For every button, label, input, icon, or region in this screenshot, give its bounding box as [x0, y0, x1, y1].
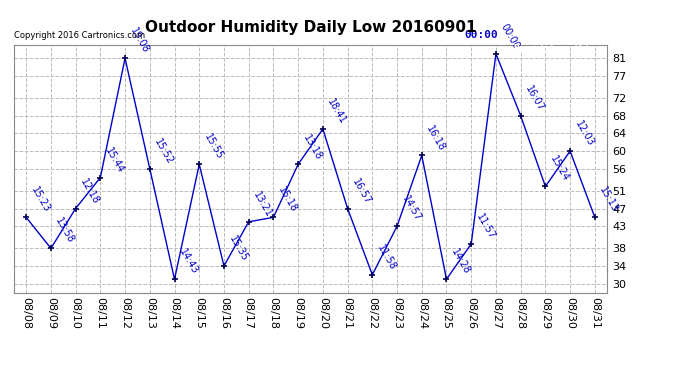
Text: Copyright 2016 Cartronics.com: Copyright 2016 Cartronics.com	[14, 31, 145, 40]
Text: 15:23: 15:23	[29, 185, 52, 214]
Text: 13:21: 13:21	[251, 190, 274, 219]
Text: 15:44: 15:44	[103, 146, 126, 175]
Text: 13:58: 13:58	[54, 216, 77, 246]
Text: 00:00: 00:00	[499, 22, 521, 51]
Text: 14:28: 14:28	[449, 248, 472, 276]
Text: 15:13: 15:13	[598, 186, 620, 214]
Text: 12:18: 12:18	[79, 177, 101, 206]
Text: 11:57: 11:57	[474, 212, 497, 241]
Text: 12:03: 12:03	[573, 119, 595, 148]
Text: 16:07: 16:07	[524, 84, 546, 113]
Text: 15:55: 15:55	[202, 132, 225, 162]
Text: 18:41: 18:41	[326, 97, 348, 126]
Text: 00:00: 00:00	[465, 30, 499, 40]
Text: 14:57: 14:57	[400, 194, 422, 224]
Text: 15:35: 15:35	[227, 234, 249, 263]
Text: 15:24: 15:24	[548, 154, 571, 184]
Text: 19:08: 19:08	[128, 27, 150, 56]
Text: 15:52: 15:52	[152, 136, 175, 166]
Text: 15:18: 15:18	[276, 186, 299, 214]
Text: 16:57: 16:57	[351, 177, 373, 206]
Text: 14:43: 14:43	[177, 248, 200, 276]
Text: 16:18: 16:18	[424, 124, 447, 153]
Text: 13:18: 13:18	[301, 132, 324, 162]
Text: 11:58: 11:58	[375, 243, 397, 272]
Title: Outdoor Humidity Daily Low 20160901: Outdoor Humidity Daily Low 20160901	[145, 20, 476, 35]
